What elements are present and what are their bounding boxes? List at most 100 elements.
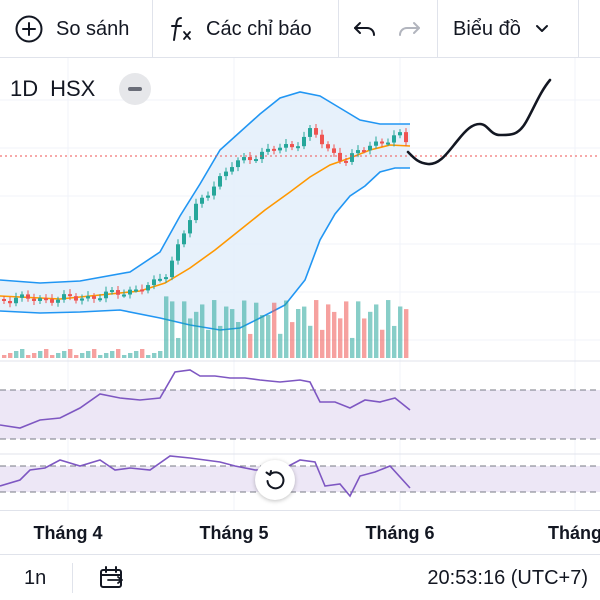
volume-bar bbox=[386, 300, 391, 358]
volume-bar bbox=[332, 311, 337, 358]
range-button[interactable]: 1n bbox=[24, 555, 46, 600]
candle bbox=[392, 135, 396, 143]
chart-type-label: Biểu đồ bbox=[453, 17, 521, 40]
volume-bar bbox=[146, 355, 151, 358]
toolbar-divider bbox=[338, 0, 339, 58]
volume-bar bbox=[194, 311, 199, 358]
freehand-drawing bbox=[406, 78, 552, 166]
volume-bar bbox=[218, 325, 223, 358]
volume-bar bbox=[50, 355, 55, 358]
candle bbox=[206, 195, 210, 198]
volume-bar bbox=[380, 329, 385, 358]
volume-bar bbox=[392, 325, 397, 358]
volume-bar bbox=[356, 301, 361, 358]
undo-button[interactable] bbox=[352, 0, 378, 58]
chart-area[interactable] bbox=[0, 58, 600, 510]
top-toolbar: So sánh Các chỉ báo Biểu đồ bbox=[0, 0, 600, 58]
indicators-button[interactable]: Các chỉ báo bbox=[168, 0, 312, 58]
oscillator-1-band bbox=[0, 390, 600, 439]
candle bbox=[368, 145, 372, 151]
candle bbox=[326, 144, 330, 149]
clock-button[interactable]: 20:53:16 (UTC+7) bbox=[427, 555, 588, 600]
time-label: Tháng 4 bbox=[33, 523, 103, 543]
candle bbox=[314, 128, 318, 135]
reset-chart-button[interactable] bbox=[255, 460, 295, 500]
candle bbox=[344, 160, 348, 163]
price-chart[interactable] bbox=[0, 58, 600, 510]
volume-bar bbox=[404, 309, 409, 358]
candle bbox=[74, 296, 78, 301]
volume-bar bbox=[302, 306, 307, 358]
candle bbox=[62, 294, 66, 300]
toolbar-divider bbox=[437, 0, 438, 58]
volume-bar bbox=[290, 322, 295, 358]
symbol-legend[interactable]: 1D HSX bbox=[10, 73, 152, 105]
candle bbox=[110, 290, 114, 293]
redo-button[interactable] bbox=[396, 0, 422, 58]
candle bbox=[332, 148, 336, 153]
volume-bar bbox=[32, 353, 37, 358]
volume-bar bbox=[110, 351, 115, 358]
exchange-label[interactable]: HSX bbox=[50, 76, 96, 101]
time-label: Tháng 5 bbox=[199, 523, 269, 543]
toolbar-divider bbox=[578, 0, 579, 58]
candle bbox=[128, 289, 132, 295]
candle bbox=[8, 301, 12, 304]
range-label: 1n bbox=[24, 566, 47, 589]
volume-bar bbox=[116, 349, 121, 358]
volume-bar bbox=[362, 318, 367, 358]
candle bbox=[170, 260, 174, 278]
candle bbox=[242, 157, 246, 161]
candle bbox=[386, 142, 390, 145]
redo-icon bbox=[396, 16, 422, 42]
candle bbox=[26, 294, 30, 299]
plus-circle-icon bbox=[14, 14, 44, 44]
candle bbox=[278, 147, 282, 151]
compare-button[interactable]: So sánh bbox=[14, 0, 129, 58]
candle bbox=[254, 159, 258, 162]
volume-bar bbox=[74, 355, 79, 358]
volume-bar bbox=[236, 322, 241, 358]
candle bbox=[248, 157, 252, 161]
candle bbox=[356, 150, 360, 154]
volume-bar bbox=[44, 349, 49, 358]
volume-bar bbox=[98, 355, 103, 358]
volume-bar bbox=[20, 349, 25, 358]
volume-bar bbox=[266, 314, 271, 358]
volume-bar bbox=[320, 329, 325, 358]
candle bbox=[302, 136, 306, 147]
candle bbox=[122, 294, 126, 297]
volume-bar bbox=[272, 302, 277, 358]
volume-bar bbox=[314, 300, 319, 358]
volume-bar bbox=[164, 296, 169, 358]
volume-bar bbox=[86, 351, 91, 358]
volume-bar bbox=[212, 300, 217, 358]
undo-icon bbox=[352, 16, 378, 42]
function-icon bbox=[168, 14, 196, 44]
volume-bar bbox=[62, 351, 67, 358]
time-axis[interactable]: Tháng 4 Tháng 5 Tháng 6 Tháng bbox=[0, 510, 600, 554]
volume-bar bbox=[296, 309, 301, 358]
candle bbox=[116, 290, 120, 295]
date-range-button[interactable] bbox=[98, 555, 126, 600]
oscillator-2-band bbox=[0, 466, 600, 492]
volume-bar bbox=[338, 318, 343, 358]
candle bbox=[212, 186, 216, 196]
collapse-legend-button[interactable] bbox=[119, 73, 152, 105]
candle bbox=[152, 279, 156, 286]
candle bbox=[50, 299, 54, 303]
candle bbox=[194, 203, 198, 221]
volume-bar bbox=[26, 355, 31, 358]
chart-type-button[interactable]: Biểu đồ bbox=[453, 0, 549, 58]
volume-bar bbox=[188, 318, 193, 358]
volume-bar bbox=[242, 300, 247, 358]
interval-label[interactable]: 1D bbox=[10, 76, 39, 101]
volume-bar bbox=[182, 301, 187, 358]
volume-bar bbox=[374, 304, 379, 358]
volume-bar bbox=[278, 333, 283, 358]
volume-bar bbox=[128, 353, 133, 358]
candle bbox=[200, 197, 204, 204]
volume-bar bbox=[200, 304, 205, 358]
candle bbox=[350, 153, 354, 162]
candle bbox=[2, 299, 6, 301]
